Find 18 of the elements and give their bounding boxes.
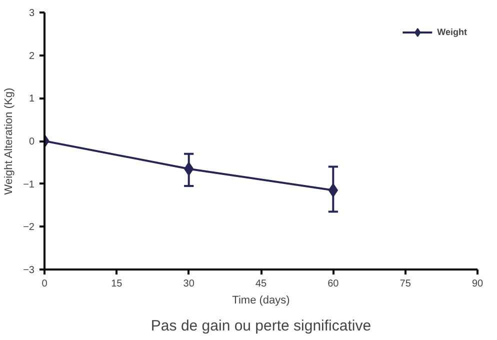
y-tick-label: −3: [23, 265, 35, 276]
y-tick-label: 3: [28, 8, 35, 19]
x-tick-label: 30: [183, 278, 195, 290]
x-tick-label: 15: [111, 278, 123, 290]
x-axis-title: Time (days): [232, 294, 290, 306]
x-tick-label: 0: [42, 278, 48, 290]
y-tick-label: 0: [28, 136, 35, 148]
x-tick-label: 45: [255, 278, 267, 290]
x-tick-label: 60: [328, 278, 340, 290]
legend-label: Weight: [437, 27, 467, 37]
y-tick-label: −1: [23, 179, 35, 190]
y-axis-title: Weight Alteration (Kg): [3, 88, 16, 195]
y-tick-label: 1: [28, 94, 35, 105]
text: Pas de gain ou perte significative: [150, 318, 372, 334]
y-tick-label: 2: [28, 50, 35, 62]
x-tick-label: 75: [400, 278, 412, 290]
x-tick-label: 90: [472, 278, 484, 290]
y-tick-label: −2: [23, 222, 35, 234]
